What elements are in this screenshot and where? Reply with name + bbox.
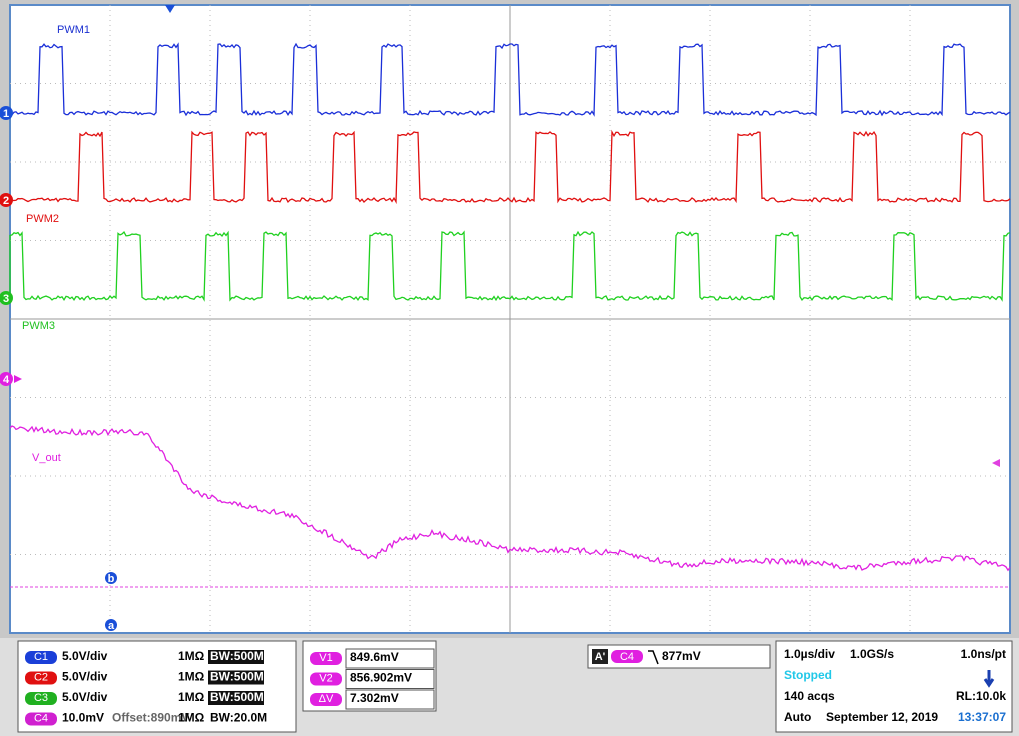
marker-label: 1 bbox=[3, 108, 9, 120]
trace-label: PWM1 bbox=[57, 24, 90, 36]
channel-badge bbox=[25, 712, 57, 726]
channel-impedance: 1MΩ bbox=[178, 711, 205, 725]
resolution: 1.0ns/pt bbox=[961, 647, 1006, 661]
channel-rows: C1 5.0V/div 1MΩ BW:500M C2 5.0V/div 1MΩ BW:500M… bbox=[25, 649, 267, 726]
bandwidth-box bbox=[208, 650, 264, 664]
bandwidth-box bbox=[208, 670, 264, 685]
record-length: RL:10.0k bbox=[956, 689, 1006, 703]
run-indicator bbox=[983, 670, 995, 688]
trigger-position bbox=[165, 5, 175, 13]
channel-offset: Offset:890mV bbox=[112, 711, 189, 725]
marker-label: 2 bbox=[3, 195, 9, 207]
time: 13:37:07 bbox=[958, 710, 1006, 724]
trigger-source: C4 bbox=[620, 651, 634, 663]
waveform bbox=[9, 230, 1011, 302]
cursor-value-box bbox=[345, 669, 435, 689]
cursor-badge bbox=[310, 693, 342, 706]
cursor-value: 856.902mV bbox=[350, 671, 412, 685]
cursor-badge-label: ΔV bbox=[319, 693, 334, 705]
cursor-rows: V1 849.6mV V2 856.902mV ΔV 7.302mV bbox=[310, 648, 435, 710]
trigger-level: 877mV bbox=[662, 649, 701, 663]
channel-badge-label: C2 bbox=[34, 671, 48, 683]
channel-scale: 10.0mV bbox=[62, 711, 104, 725]
grid bbox=[10, 5, 1010, 633]
acquisitions: 140 acqs bbox=[784, 689, 835, 703]
acq-state: Stopped bbox=[784, 668, 832, 682]
cursor-badge-label: V1 bbox=[319, 652, 332, 664]
traces bbox=[9, 42, 1011, 572]
channel-badge bbox=[25, 671, 57, 685]
timebase-panel bbox=[775, 640, 1013, 733]
sample-rate: 1.0GS/s bbox=[850, 647, 894, 661]
channel-bandwidth: BW:500M bbox=[210, 670, 264, 684]
marker-label: 4 bbox=[3, 374, 10, 386]
waveform bbox=[9, 425, 1011, 572]
channel-bandwidth: BW:500M bbox=[210, 690, 264, 704]
cursor-badge bbox=[310, 652, 342, 665]
marker-label: 3 bbox=[3, 293, 9, 305]
channel-impedance: 1MΩ bbox=[178, 690, 205, 704]
cursor-marker: a bbox=[108, 620, 115, 632]
cursor-marker: b bbox=[108, 573, 115, 585]
channel-badge bbox=[25, 651, 57, 664]
cursor-value-box bbox=[345, 689, 435, 710]
channel-badge-label: C3 bbox=[34, 692, 48, 704]
trace-label: V_out bbox=[32, 452, 61, 464]
trace-label: PWM2 bbox=[26, 213, 59, 225]
channel-badge-label: C4 bbox=[34, 712, 48, 724]
channel-markers: 1 2 3 4 b a bbox=[0, 106, 117, 632]
cursor-value-box bbox=[345, 648, 435, 669]
bandwidth-box bbox=[208, 691, 264, 705]
time-scale: 1.0µs/div bbox=[784, 647, 835, 661]
cursor-badge-label: V2 bbox=[319, 672, 332, 684]
channel-scale: 5.0V/div bbox=[62, 690, 108, 704]
cursor-value: 7.302mV bbox=[350, 691, 399, 705]
channel-scale: 5.0V/div bbox=[62, 649, 108, 663]
channel-bandwidth: BW:500M bbox=[210, 649, 264, 663]
channel-impedance: 1MΩ bbox=[178, 670, 205, 684]
date: September 12, 2019 bbox=[826, 710, 938, 724]
trigger-level-marker bbox=[992, 459, 1000, 467]
waveform bbox=[9, 129, 1011, 205]
trigger-mode: A' bbox=[595, 651, 606, 663]
channel-badge-label: C1 bbox=[34, 651, 48, 663]
cursor-badge bbox=[310, 672, 342, 686]
trigger-type: Auto bbox=[784, 710, 811, 724]
channel-scale: 5.0V/div bbox=[62, 670, 108, 684]
channel-impedance: 1MΩ bbox=[178, 649, 205, 663]
cursor-value: 849.6mV bbox=[350, 650, 399, 664]
falling-edge-icon bbox=[648, 650, 659, 665]
channel-badge bbox=[25, 692, 57, 705]
channel-bandwidth: BW:20.0M bbox=[210, 711, 267, 725]
trace-label: PWM3 bbox=[22, 320, 55, 332]
waveform bbox=[9, 42, 1011, 117]
